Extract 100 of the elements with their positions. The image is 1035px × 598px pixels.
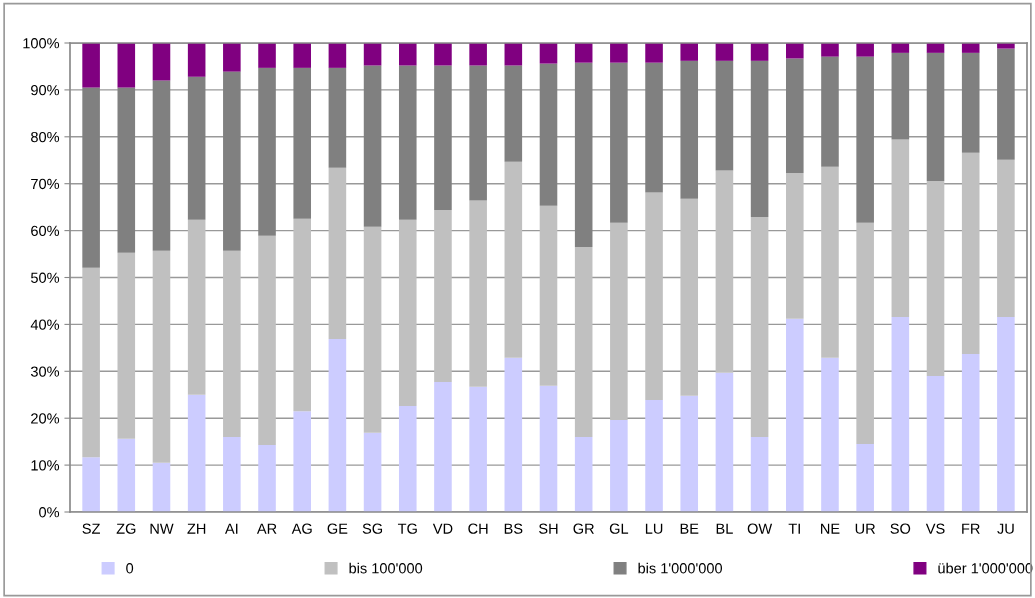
bar [187, 43, 206, 77]
y-tick-label: 50% [30, 272, 60, 283]
x-tick-label: LU [645, 523, 663, 534]
bar [469, 65, 487, 201]
y-tick-label: 10% [31, 460, 60, 471]
bar [574, 62, 593, 248]
bar [821, 56, 839, 167]
bar [328, 338, 347, 512]
bar [715, 60, 734, 171]
bar [398, 406, 417, 512]
bar [645, 399, 663, 512]
bar [258, 444, 276, 512]
bar [856, 56, 874, 223]
x-tick-label: BL [716, 523, 733, 534]
bar [574, 436, 593, 512]
bar [434, 382, 452, 512]
x-tick-label: SO [890, 523, 911, 534]
x-tick-label: BS [504, 523, 523, 534]
bar [856, 443, 874, 512]
bar [574, 247, 593, 437]
bar [715, 170, 734, 373]
bar [434, 43, 452, 66]
bar [785, 172, 804, 319]
x-tick-label: JU [997, 523, 1014, 534]
x-tick-label: AG [291, 523, 312, 534]
y-tick-label: 70% [31, 178, 60, 190]
bar [363, 43, 382, 66]
x-tick-label: CH [468, 523, 488, 534]
bar [328, 43, 347, 68]
bar [152, 250, 171, 463]
bar [293, 43, 312, 68]
y-tick-label: 40% [30, 319, 60, 330]
bar [117, 87, 136, 253]
bar [926, 52, 945, 181]
bar [856, 222, 874, 444]
bar [328, 67, 347, 168]
bar [997, 48, 1015, 160]
x-tick-label: TG [397, 523, 417, 534]
x-tick-label: GL [609, 523, 629, 534]
bar [82, 43, 100, 88]
y-tick-label: 90% [31, 85, 60, 96]
bar [610, 43, 628, 63]
bar [469, 43, 487, 66]
bar [539, 205, 558, 386]
bar [997, 159, 1015, 317]
bar [715, 372, 734, 512]
bar [715, 43, 734, 61]
bar [363, 226, 382, 433]
bar [223, 436, 241, 512]
legend-label: 0 [126, 563, 134, 574]
bar [152, 43, 171, 81]
bar [680, 60, 699, 199]
bar [187, 219, 206, 395]
bar [223, 71, 241, 251]
bar [293, 218, 312, 412]
bar [469, 386, 487, 512]
y-tick-label: 100% [23, 38, 60, 49]
bar [574, 43, 593, 63]
x-tick-label: BE [680, 523, 699, 534]
x-tick-label: FR [962, 523, 980, 534]
bar [504, 357, 523, 512]
bar [152, 80, 171, 251]
x-tick-label: UR [855, 523, 876, 534]
bar [610, 222, 628, 421]
bar [82, 87, 100, 268]
bar [891, 52, 910, 140]
bar [504, 65, 523, 162]
bar [117, 43, 136, 88]
x-tick-label: OW [747, 523, 773, 534]
legend-label: über 1'000'000 [938, 562, 1033, 574]
x-tick-label: ZG [116, 523, 136, 534]
bar [187, 76, 206, 220]
bar [926, 180, 945, 376]
x-tick-label: SH [539, 523, 558, 534]
x-tick-label: AI [224, 523, 238, 534]
bar [152, 462, 171, 512]
bar [539, 43, 558, 64]
x-tick-label: GE [327, 523, 348, 534]
bar [821, 43, 839, 57]
bar [750, 60, 769, 217]
y-tick-label: 60% [31, 225, 60, 237]
bar [785, 318, 804, 512]
bar [504, 43, 523, 66]
y-tick-label: 30% [30, 366, 60, 377]
bar [610, 62, 628, 223]
bar [328, 167, 347, 339]
x-tick-label: AR [256, 523, 277, 534]
bar [997, 43, 1015, 49]
bar [785, 58, 804, 173]
x-tick-label: NW [150, 523, 174, 534]
x-tick-label: NE [821, 523, 840, 534]
bar [891, 316, 910, 512]
bar [891, 139, 910, 317]
bar [539, 385, 558, 512]
bar [785, 43, 804, 59]
bar [821, 357, 839, 512]
legend-label: bis 1'000'000 [638, 562, 723, 574]
bar [961, 52, 980, 153]
bar [363, 432, 382, 512]
bar [223, 43, 241, 72]
